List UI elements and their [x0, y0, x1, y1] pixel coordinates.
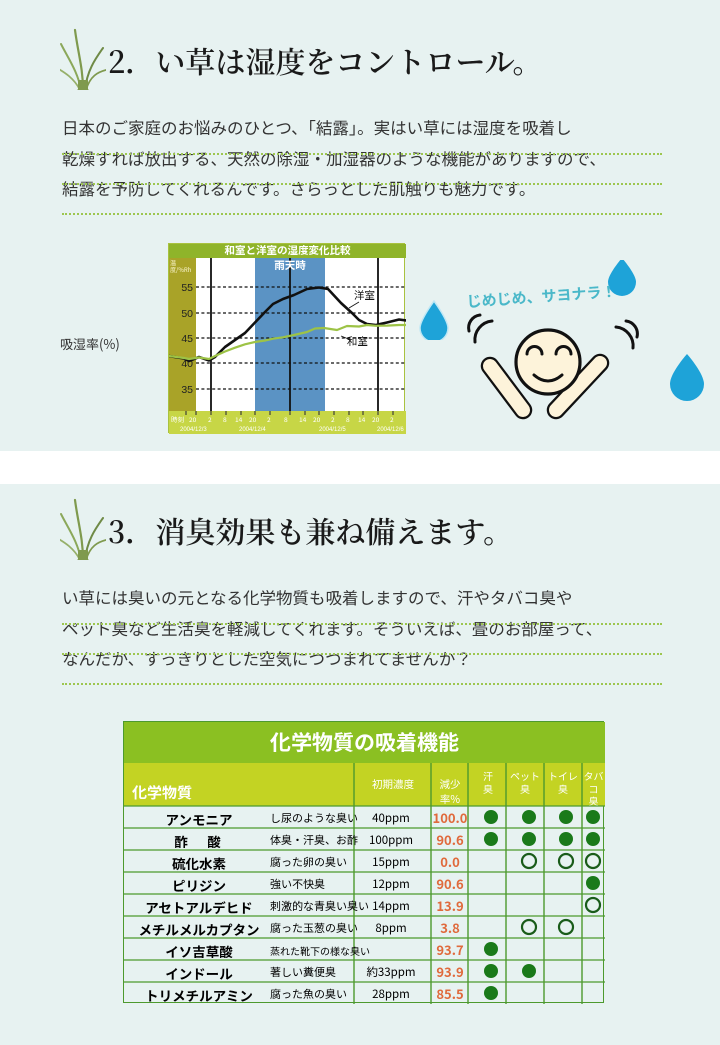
svg-text:35: 35 — [181, 384, 193, 396]
svg-text:2: 2 — [390, 414, 394, 424]
svg-text:50: 50 — [181, 308, 193, 320]
svg-text:2004/12/5: 2004/12/5 — [319, 427, 346, 433]
svg-text:8: 8 — [223, 414, 227, 424]
svg-text:14: 14 — [299, 414, 307, 424]
svg-text:14: 14 — [358, 414, 366, 424]
svg-text:20: 20 — [189, 414, 197, 424]
svg-text:時刻: 時刻 — [171, 414, 185, 424]
svg-text:和室: 和室 — [347, 334, 368, 349]
svg-text:雨天時: 雨天時 — [274, 258, 306, 273]
svg-text:2004/12/6: 2004/12/6 — [377, 427, 404, 433]
svg-text:8: 8 — [284, 414, 288, 424]
svg-text:2: 2 — [208, 414, 212, 424]
svg-text:2004/12/4: 2004/12/4 — [239, 427, 266, 433]
svg-text:14: 14 — [235, 414, 243, 424]
svg-text:洋室: 洋室 — [354, 288, 375, 303]
svg-text:2: 2 — [267, 414, 271, 424]
svg-text:2004/12/3: 2004/12/3 — [180, 427, 207, 433]
svg-text:20: 20 — [372, 414, 380, 424]
svg-text:20: 20 — [249, 414, 257, 424]
svg-text:45: 45 — [181, 333, 193, 345]
svg-text:じめじめ、サヨナラ！: じめじめ、サヨナラ！ — [466, 281, 617, 312]
svg-text:55: 55 — [181, 282, 193, 294]
svg-text:8: 8 — [346, 414, 350, 424]
svg-text:20: 20 — [313, 414, 321, 424]
svg-text:2: 2 — [331, 414, 335, 424]
